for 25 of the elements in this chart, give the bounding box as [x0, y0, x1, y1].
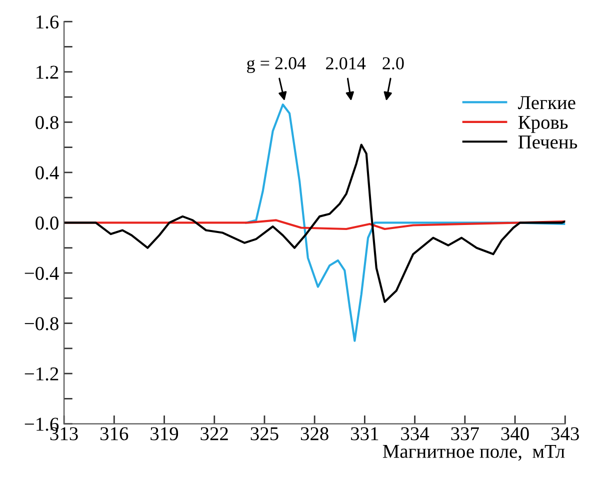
y-tick-label: 1.2 — [36, 66, 58, 79]
x-tick-label: 316 — [100, 427, 128, 440]
annotation: 2.0 — [382, 57, 404, 70]
x-tick-label: 319 — [150, 427, 178, 440]
x-tick-label: 322 — [200, 427, 228, 440]
legend-label: Печень — [518, 136, 578, 149]
y-tick-label: −0.4 — [24, 266, 59, 280]
y-tick-label: 0.8 — [36, 116, 58, 130]
y-tick-label: −0.8 — [24, 317, 58, 330]
x-tick-label: 331 — [351, 427, 378, 440]
annotation: 2.014 — [326, 57, 366, 70]
x-tick-label: 337 — [451, 427, 479, 440]
x-tick-label: 328 — [300, 427, 328, 440]
annotation: g = 2.04 — [247, 57, 306, 74]
x-tick-label: 343 — [551, 427, 579, 440]
y-tick-label: 0.4 — [36, 166, 59, 180]
x-tick-label: 340 — [501, 427, 529, 440]
y-tick-label: −1.2 — [24, 367, 58, 381]
legend-label: Кровь — [518, 116, 568, 133]
y-tick-label: 1.6 — [36, 15, 59, 29]
x-tick-label: 334 — [401, 427, 430, 440]
x-axis-title: Магнитное поле, мТл — [382, 445, 565, 461]
x-tick-label: 325 — [250, 427, 278, 440]
legend-label: Легкие — [518, 96, 576, 110]
y-tick-label: 0.0 — [36, 216, 58, 230]
